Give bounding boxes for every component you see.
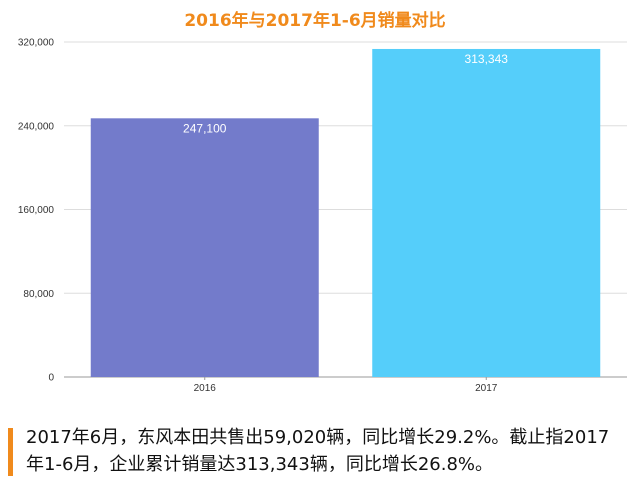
- y-tick-label: 160,000: [18, 205, 55, 216]
- y-tick-label: 240,000: [18, 121, 55, 132]
- caption-block: 2017年6月，东风本田共售出59,020辆，同比增长29.2%。截止指2017…: [8, 424, 624, 480]
- caption-accent-bar: [8, 428, 13, 476]
- y-tick-label: 80,000: [23, 289, 54, 300]
- x-tick-label: 2016: [194, 383, 217, 394]
- y-tick-label: 0: [48, 373, 54, 384]
- chart-title: 2016年与2017年1-6月销量对比: [184, 11, 446, 31]
- bar-value-label: 247,100: [183, 121, 227, 135]
- bar-chart: 0 80,000 160,000 240,000 320,000 247,100 2016 3…: [18, 38, 627, 394]
- y-tick-label: 320,000: [18, 38, 55, 49]
- x-tick-label: 2017: [475, 383, 498, 394]
- bar-2016: [90, 118, 319, 377]
- bar-value-label: 313,343: [465, 52, 509, 66]
- bar-2017: [372, 48, 601, 377]
- caption-text: 2017年6月，东风本田共售出59,020辆，同比增长29.2%。截止指2017…: [26, 427, 610, 475]
